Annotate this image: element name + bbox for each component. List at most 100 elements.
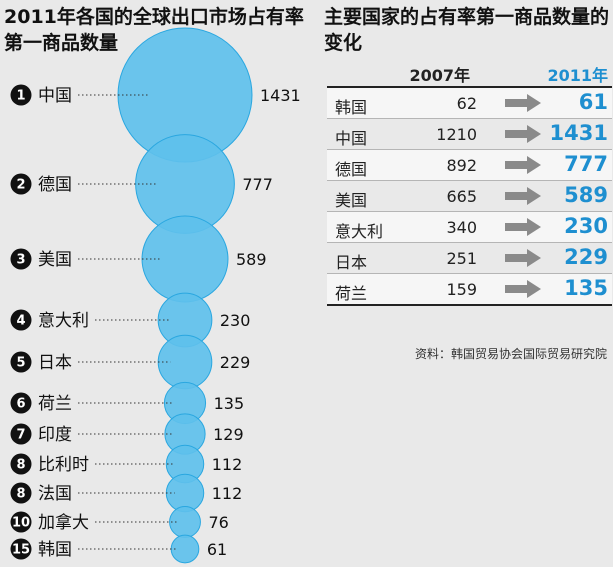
rank-number: 15 bbox=[12, 543, 30, 558]
rank-badge bbox=[10, 392, 32, 414]
table-row: 荷兰 159 135 bbox=[327, 274, 612, 304]
bubble-row-5: 6 荷兰 135 bbox=[10, 392, 245, 414]
bubble-row-1: 2 德国 777 bbox=[10, 173, 273, 195]
table-row: 德国 892 777 bbox=[327, 150, 612, 181]
value-2011-cell: 229 bbox=[564, 245, 608, 269]
right-table-title: 主要国家的占有率第一商品数量的变化 bbox=[324, 6, 610, 54]
value-2007-cell: 251 bbox=[446, 249, 477, 268]
country-cell: 意大利 bbox=[335, 222, 384, 241]
arrow-icon bbox=[505, 249, 541, 267]
country-cell: 韩国 bbox=[335, 98, 368, 117]
source-note: 资料：韩国贸易协会国际贸易研究院 bbox=[414, 347, 607, 361]
value-label: 129 bbox=[213, 425, 244, 444]
rank-badge bbox=[10, 84, 32, 106]
country-label: 德国 bbox=[38, 175, 72, 195]
rank-badge bbox=[10, 511, 32, 533]
table-header: 2007年 2011年 bbox=[327, 60, 612, 86]
country-cell: 中国 bbox=[335, 129, 368, 148]
rank-badge bbox=[10, 538, 32, 560]
left-chart-title: 2011年各国的全球出口市场占有率第一商品数量 bbox=[4, 6, 304, 54]
rank-badge bbox=[10, 309, 32, 331]
value-2007-cell: 340 bbox=[446, 218, 477, 237]
rank-number: 6 bbox=[16, 397, 25, 412]
value-2007-cell: 1210 bbox=[436, 125, 477, 144]
rank-badge bbox=[10, 248, 32, 270]
value-label: 230 bbox=[220, 311, 251, 330]
rank-number: 3 bbox=[16, 253, 25, 268]
country-label: 中国 bbox=[38, 86, 72, 106]
table-row: 韩国 62 61 bbox=[327, 88, 612, 119]
value-label: 1431 bbox=[260, 86, 301, 105]
rank-number: 2 bbox=[16, 178, 25, 193]
bubble-row-2: 3 美国 589 bbox=[10, 248, 267, 270]
arrow-icon bbox=[505, 125, 541, 143]
rank-number: 5 bbox=[16, 356, 25, 371]
value-2007-cell: 892 bbox=[446, 156, 477, 175]
rank-badge bbox=[10, 453, 32, 475]
bubble-row-4: 5 日本 229 bbox=[10, 351, 251, 373]
arrow-icon bbox=[505, 94, 541, 112]
value-2011-cell: 230 bbox=[564, 214, 608, 238]
header-2007: 2007年 bbox=[409, 66, 470, 85]
country-cell: 美国 bbox=[335, 191, 368, 210]
bubble-9 bbox=[169, 506, 201, 538]
rank-badge bbox=[10, 423, 32, 445]
country-cell: 荷兰 bbox=[335, 284, 368, 303]
table-row: 日本 251 229 bbox=[327, 243, 612, 274]
header-2011: 2011年 bbox=[547, 66, 608, 85]
rank-badge bbox=[10, 173, 32, 195]
table-body: 韩国 62 61 中国 1210 1431 德国 892 777 美国 665 589 意大利 340 23… bbox=[327, 86, 612, 306]
country-label: 印度 bbox=[38, 425, 72, 445]
arrow-icon bbox=[505, 187, 541, 205]
arrow-icon bbox=[505, 280, 541, 298]
table-row: 美国 665 589 bbox=[327, 181, 612, 212]
rank-number: 10 bbox=[12, 516, 30, 531]
bubble-row-8: 8 法国 112 bbox=[10, 482, 243, 504]
value-label: 76 bbox=[208, 513, 228, 532]
bubble-row-9: 10 加拿大 76 bbox=[10, 511, 229, 533]
country-label: 日本 bbox=[38, 353, 72, 373]
arrow-icon bbox=[505, 156, 541, 174]
value-2011-cell: 135 bbox=[564, 276, 608, 300]
change-table: 2007年 2011年 韩国 62 61 中国 1210 1431 德国 892 777 美国 66… bbox=[327, 60, 612, 306]
value-label: 589 bbox=[236, 250, 267, 269]
arrow-icon bbox=[505, 218, 541, 236]
value-label: 229 bbox=[220, 353, 251, 372]
bubble-row-10: 15 韩国 61 bbox=[10, 538, 227, 560]
value-2007-cell: 62 bbox=[456, 94, 477, 113]
country-label: 美国 bbox=[38, 250, 72, 270]
bubble-row-0: 1 中国 1431 bbox=[10, 84, 301, 106]
country-label: 比利时 bbox=[38, 455, 89, 475]
country-cell: 日本 bbox=[335, 253, 368, 272]
country-label: 加拿大 bbox=[38, 512, 89, 533]
country-label: 韩国 bbox=[38, 540, 72, 560]
table-row: 意大利 340 230 bbox=[327, 212, 612, 243]
country-label: 意大利 bbox=[38, 311, 89, 331]
country-label: 法国 bbox=[38, 484, 72, 504]
value-2007-cell: 159 bbox=[446, 280, 477, 299]
rank-number: 1 bbox=[16, 89, 25, 104]
rank-number: 7 bbox=[16, 428, 25, 443]
bubble-row-7: 8 比利时 112 bbox=[10, 453, 243, 475]
value-2011-cell: 589 bbox=[564, 183, 608, 207]
value-label: 135 bbox=[214, 394, 245, 413]
rank-number: 8 bbox=[16, 487, 25, 502]
bubble-row-3: 4 意大利 230 bbox=[10, 309, 251, 331]
value-2011-cell: 61 bbox=[578, 90, 608, 114]
rank-number: 8 bbox=[16, 458, 25, 473]
bubble-chart: 1 中国 1431 2 德国 777 3 美国 589 4 意大利 230 5 日本 229 6 荷兰 135 7 印… bbox=[10, 27, 301, 564]
bubble-row-6: 7 印度 129 bbox=[10, 423, 244, 445]
country-label: 荷兰 bbox=[38, 394, 72, 414]
country-cell: 德国 bbox=[335, 160, 368, 179]
rank-badge bbox=[10, 482, 32, 504]
rank-number: 4 bbox=[16, 314, 25, 329]
rank-badge bbox=[10, 351, 32, 373]
value-label: 61 bbox=[207, 540, 227, 559]
value-2011-cell: 777 bbox=[564, 152, 608, 176]
value-label: 112 bbox=[212, 455, 243, 474]
value-2007-cell: 665 bbox=[446, 187, 477, 206]
value-2011-cell: 1431 bbox=[549, 121, 608, 145]
value-label: 777 bbox=[242, 175, 273, 194]
table-row: 中国 1210 1431 bbox=[327, 119, 612, 150]
value-label: 112 bbox=[212, 484, 243, 503]
